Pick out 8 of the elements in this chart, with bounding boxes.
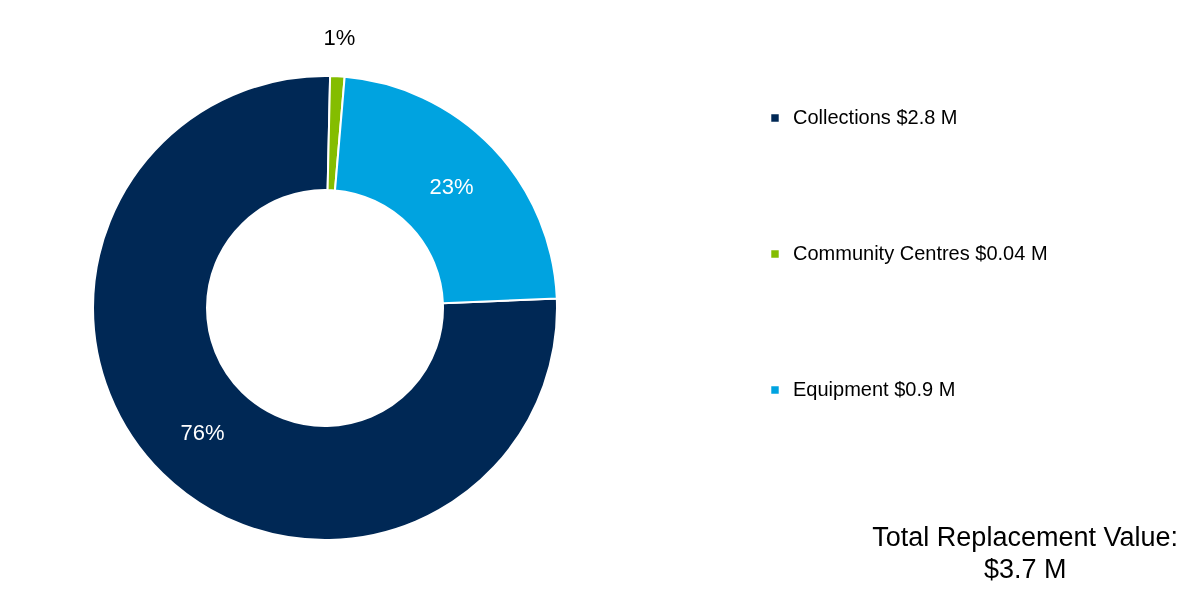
text: Total Replacement Value: $3.7 M bbox=[872, 521, 1178, 585]
data-label: 76% bbox=[180, 419, 225, 445]
legend-label: Collections $2.8 M bbox=[793, 106, 958, 128]
donut-slice bbox=[92, 75, 558, 541]
legend-label: Community Centres $0.04 M bbox=[793, 242, 1048, 264]
data-label: 1% bbox=[323, 25, 356, 51]
data-label: 23% bbox=[429, 174, 474, 200]
legend-label: Equipment $0.9 M bbox=[793, 378, 956, 400]
